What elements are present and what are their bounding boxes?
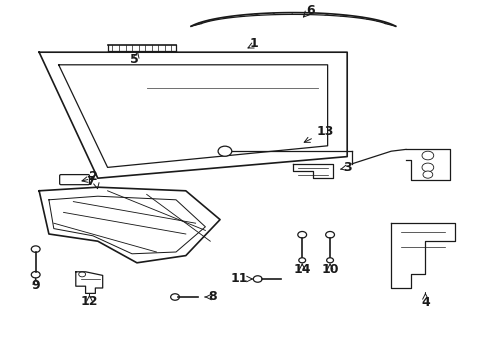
Circle shape (422, 171, 432, 178)
Circle shape (31, 271, 40, 278)
Text: 6: 6 (305, 4, 314, 17)
Text: 9: 9 (31, 279, 40, 292)
Circle shape (325, 231, 334, 238)
Text: 3: 3 (342, 161, 351, 174)
Circle shape (170, 294, 179, 300)
Text: 10: 10 (321, 263, 338, 276)
Text: 11: 11 (230, 273, 248, 285)
Circle shape (31, 246, 40, 252)
Circle shape (79, 272, 85, 277)
Circle shape (326, 258, 333, 263)
Text: 12: 12 (81, 295, 98, 308)
FancyBboxPatch shape (60, 175, 89, 185)
Circle shape (421, 163, 433, 172)
Circle shape (253, 276, 262, 282)
Text: 2: 2 (88, 170, 97, 183)
Circle shape (218, 146, 231, 156)
Circle shape (297, 231, 306, 238)
Text: 8: 8 (208, 291, 217, 303)
Text: 14: 14 (293, 263, 310, 276)
Circle shape (298, 258, 305, 263)
Text: 13: 13 (316, 125, 333, 138)
Text: 1: 1 (249, 37, 258, 50)
Text: 5: 5 (130, 53, 139, 66)
Circle shape (421, 151, 433, 160)
Text: 4: 4 (420, 296, 429, 309)
Text: 7: 7 (86, 175, 95, 188)
